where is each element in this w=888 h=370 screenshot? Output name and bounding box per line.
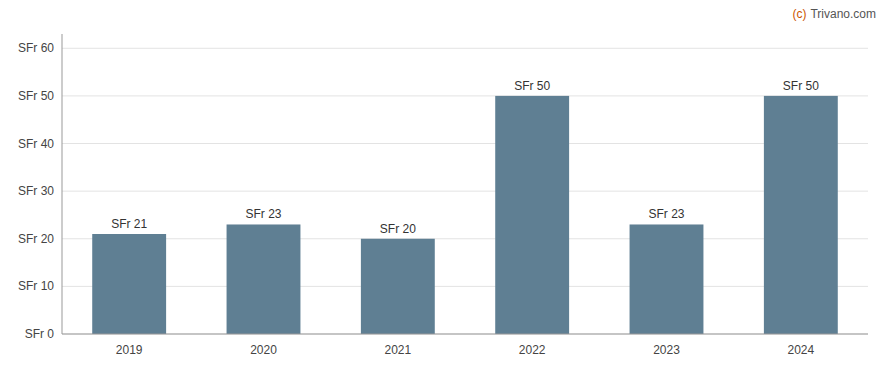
bar (495, 96, 569, 334)
bar (361, 239, 435, 334)
y-tick-label: SFr 40 (18, 137, 54, 151)
watermark: (c) Trivano.com (792, 7, 876, 21)
x-tick-label: 2023 (653, 343, 680, 357)
data-label: SFr 50 (514, 79, 550, 93)
y-tick-label: SFr 50 (18, 89, 54, 103)
watermark-part: (c) (792, 7, 806, 21)
grid-line (62, 48, 868, 49)
bar (764, 96, 838, 334)
x-tick-label: 2022 (519, 343, 546, 357)
y-tick-label: SFr 20 (18, 232, 54, 246)
x-tick-label: 2020 (250, 343, 277, 357)
x-axis-line (62, 334, 868, 335)
y-tick-label: SFr 0 (25, 327, 55, 341)
data-label: SFr 20 (380, 222, 416, 236)
grid-line (62, 334, 868, 335)
y-tick-label: SFr 60 (18, 41, 54, 55)
grid-line (62, 95, 868, 96)
grid-line (62, 191, 868, 192)
data-label: SFr 50 (783, 79, 819, 93)
y-tick-label: SFr 10 (18, 279, 54, 293)
chart-svg: SFr 0 SFr 10 SFr 20 SFr 30 SFr 40 SFr 50 SFr 6… (0, 0, 888, 370)
data-label: SFr 23 (245, 207, 281, 221)
y-axis-line (62, 34, 63, 334)
x-tick-label: 2019 (116, 343, 143, 357)
watermark-part: Trivano.com (810, 7, 876, 21)
bar (227, 224, 301, 334)
x-tick-label: 2021 (384, 343, 411, 357)
grid (62, 48, 868, 334)
grid-line (62, 238, 868, 239)
bars (92, 96, 838, 334)
grid-line (62, 143, 868, 144)
y-tick-label: SFr 30 (18, 184, 54, 198)
grid-line (62, 286, 868, 287)
chart-container: SFr 0 SFr 10 SFr 20 SFr 30 SFr 40 SFr 50 SFr 6… (0, 0, 888, 370)
bar (630, 224, 704, 334)
x-tick-label: 2024 (787, 343, 814, 357)
data-label: SFr 23 (648, 207, 684, 221)
data-label: SFr 21 (111, 217, 147, 231)
bar (92, 234, 166, 334)
